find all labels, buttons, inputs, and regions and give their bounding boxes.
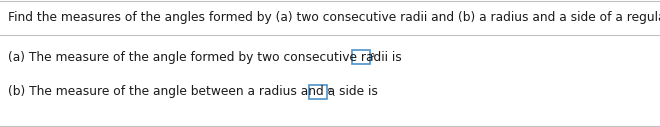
Text: °.: °. [327, 88, 336, 98]
FancyBboxPatch shape [352, 50, 370, 64]
FancyBboxPatch shape [309, 85, 327, 99]
Text: (a) The measure of the angle formed by two consecutive radii is: (a) The measure of the angle formed by t… [8, 51, 402, 64]
Text: (b) The measure of the angle between a radius and a side is: (b) The measure of the angle between a r… [8, 85, 378, 99]
Text: °.: °. [370, 53, 379, 63]
Text: Find the measures of the angles formed by (a) two consecutive radii and (b) a ra: Find the measures of the angles formed b… [8, 11, 660, 23]
